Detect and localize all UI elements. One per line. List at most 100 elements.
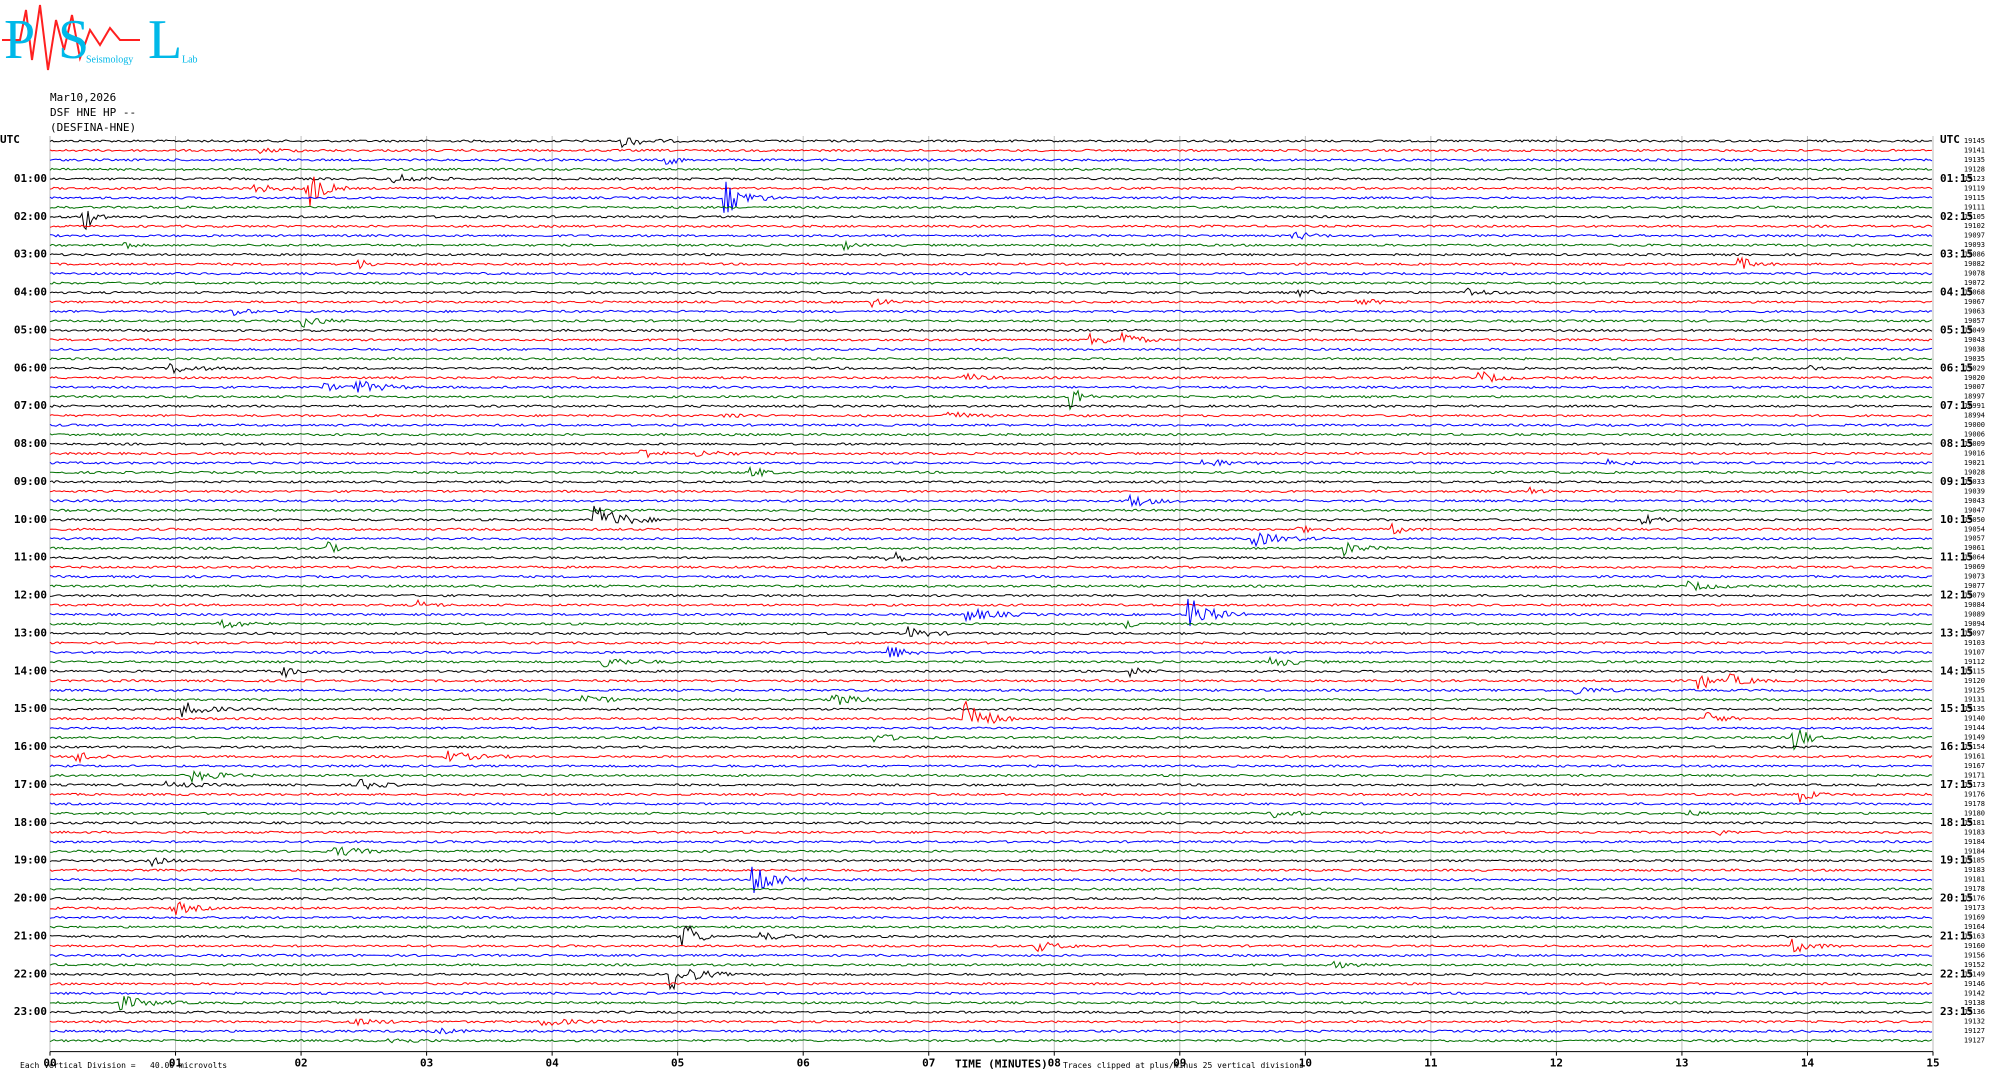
offset-label: 19016: [1964, 450, 1985, 458]
time-label-right: 02:15: [1940, 210, 1973, 223]
time-label-right: 19:15: [1940, 854, 1973, 867]
trace: [49, 896, 1933, 901]
offset-label: 19136: [1964, 1008, 1985, 1016]
trace: [49, 1038, 1933, 1044]
offset-label: 19144: [1964, 724, 1985, 732]
trace: [49, 667, 1933, 679]
trace: [49, 593, 1933, 598]
trace: [49, 370, 1933, 383]
time-label-left: 02:00: [14, 210, 47, 223]
time-label-left: 04:00: [14, 286, 47, 299]
offset-label: 19167: [1964, 762, 1985, 770]
offset-label: 19146: [1964, 980, 1985, 988]
time-label-left: 22:00: [14, 967, 47, 980]
trace: [49, 626, 1933, 638]
offset-label: 19069: [1964, 563, 1985, 571]
offset-label: 19043: [1964, 497, 1985, 505]
trace: [49, 656, 1933, 668]
trace: [49, 829, 1933, 836]
trace: [49, 389, 1933, 411]
trace: [49, 764, 1933, 768]
time-label-right: 13:15: [1940, 626, 1973, 639]
offset-label: 19079: [1964, 592, 1985, 600]
trace: [49, 137, 1933, 149]
trace: [49, 432, 1933, 437]
offset-label: 19128: [1964, 165, 1985, 173]
time-label-right: 11:15: [1940, 551, 1973, 564]
time-label-left: 13:00: [14, 626, 47, 639]
trace: [49, 996, 1933, 1011]
time-label-right: UTC: [1940, 133, 1960, 146]
logo-word: Seismology: [86, 54, 133, 65]
time-label-right: 05:15: [1940, 323, 1973, 336]
offset-label: 19072: [1964, 279, 1985, 287]
trace: [49, 750, 1933, 764]
offset-label: 19047: [1964, 506, 1985, 514]
time-label-right: 06:15: [1940, 361, 1973, 374]
trace: [49, 532, 1933, 548]
offset-label: 19061: [1964, 544, 1985, 552]
trace: [49, 147, 1933, 155]
x-tick-label: 11: [1424, 1057, 1438, 1070]
x-tick-label: 08: [1048, 1057, 1061, 1070]
trace: [49, 868, 1933, 873]
offset-label: 19127: [1964, 1027, 1985, 1035]
time-label-left: 16:00: [14, 740, 47, 753]
trace: [49, 745, 1933, 749]
offset-label: 19097: [1964, 232, 1985, 240]
time-label-right: 03:15: [1940, 248, 1973, 261]
logo-word: Lab: [182, 54, 198, 65]
x-tick-label: 13: [1675, 1057, 1688, 1070]
x-tick-label: 00: [43, 1057, 56, 1070]
trace: [49, 551, 1933, 563]
x-tick-label: 09: [1173, 1057, 1186, 1070]
trace: [49, 938, 1933, 953]
trace: [49, 687, 1933, 695]
trace: [49, 802, 1933, 806]
time-label-left: 23:00: [14, 1005, 47, 1018]
offset-label: 19184: [1964, 847, 1985, 855]
trace: [49, 210, 1933, 231]
time-label-right: 16:15: [1940, 740, 1973, 753]
trace: [49, 641, 1933, 645]
offset-label: 19084: [1964, 601, 1985, 609]
trace: [50, 839, 1933, 844]
trace: [49, 726, 1933, 730]
logo: P S L Seismology Lab: [2, 4, 198, 71]
trace: [49, 901, 1933, 915]
trace: [50, 465, 1933, 478]
date: Mar10,2026: [50, 91, 116, 104]
trace: [49, 565, 1933, 569]
offset-label: 19043: [1964, 336, 1985, 344]
trace: [49, 694, 1933, 705]
offset-label: 19184: [1964, 838, 1985, 846]
offset-label: 19107: [1964, 648, 1985, 656]
time-label-left: 05:00: [14, 323, 47, 336]
trace: [50, 574, 1933, 579]
time-label-right: 08:15: [1940, 437, 1973, 450]
time-label-left: 09:00: [14, 475, 47, 488]
trace: [49, 308, 1933, 317]
time-label-left: 21:00: [14, 929, 47, 942]
trace: [49, 541, 1933, 557]
offset-label: 19050: [1964, 516, 1985, 524]
logo-wave: [2, 4, 140, 71]
offset-label: 19178: [1964, 885, 1985, 893]
trace: [49, 379, 1933, 393]
x-tick-label: 14: [1801, 1057, 1815, 1070]
trace: [49, 790, 1933, 803]
trace: [49, 580, 1933, 592]
trace: [49, 449, 1933, 459]
offset-label: 19125: [1964, 686, 1985, 694]
time-label-left: 15:00: [14, 702, 47, 715]
trace: [49, 982, 1933, 986]
offset-label: 19183: [1964, 866, 1985, 874]
trace: [49, 404, 1933, 408]
offset-label: 19178: [1964, 800, 1985, 808]
scale-note: Each Vertical Division = 40.00 microvolt…: [20, 1061, 227, 1070]
trace: [50, 991, 1933, 996]
offset-label: 19112: [1964, 658, 1985, 666]
trace: [49, 702, 1933, 718]
offset-label: 19132: [1964, 1018, 1985, 1026]
trace: [49, 522, 1933, 535]
